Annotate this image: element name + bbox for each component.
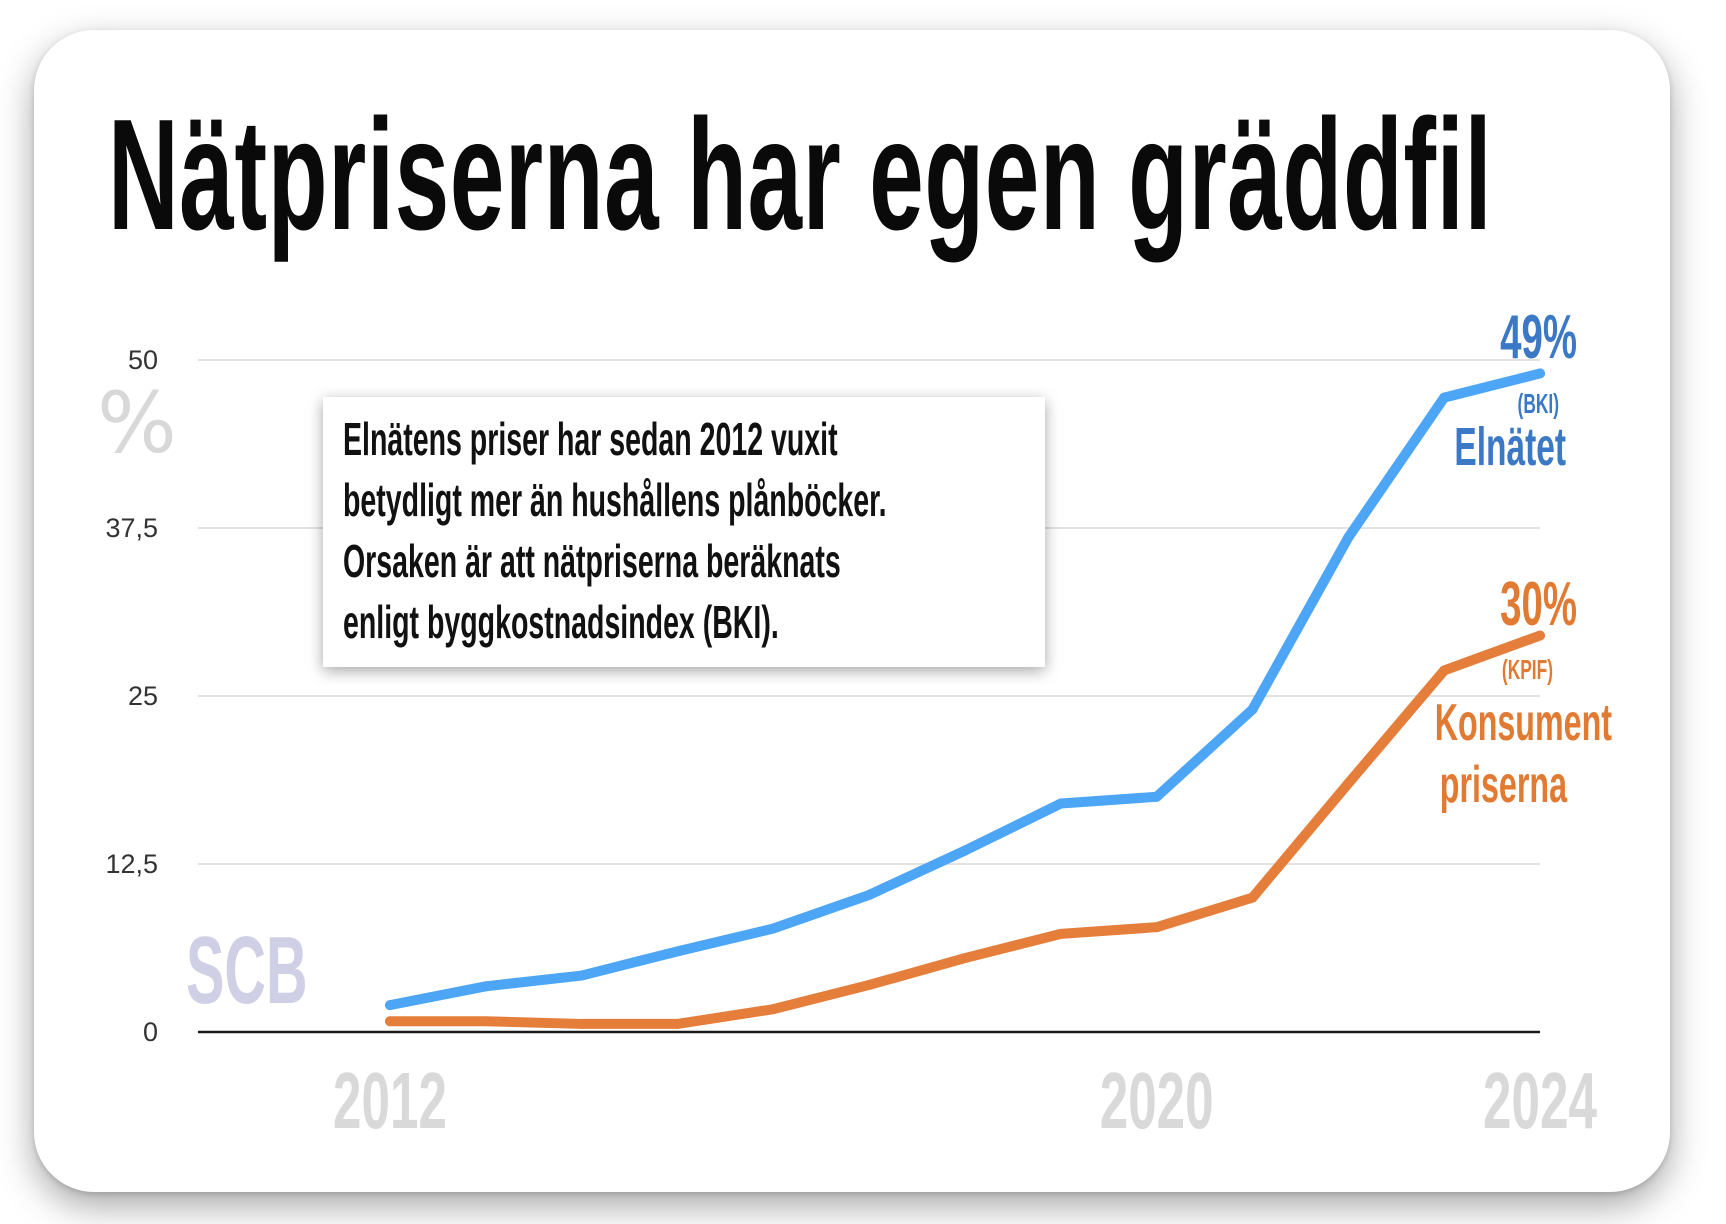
scb-logo: SCB bbox=[186, 916, 308, 1024]
series-end-label: 49% bbox=[1500, 302, 1577, 372]
data-point bbox=[1535, 368, 1545, 379]
series-line-1 bbox=[385, 630, 1545, 1029]
data-point bbox=[1055, 798, 1066, 809]
data-point bbox=[768, 1004, 779, 1015]
y-tick-label: 0 bbox=[143, 1017, 158, 1047]
annotation-line: Orsaken är att nätpriserna beräknats bbox=[343, 535, 841, 587]
series-lines bbox=[385, 368, 1545, 1029]
data-point bbox=[1055, 928, 1066, 939]
data-point bbox=[1151, 791, 1162, 802]
data-point bbox=[385, 1016, 395, 1027]
data-point bbox=[1535, 630, 1545, 641]
data-point bbox=[672, 946, 683, 957]
annotation-text: Elnätens priser har sedan 2012 vuxit bet… bbox=[343, 409, 1050, 653]
annotation-line: enligt byggkostnadsindex (BKI). bbox=[343, 596, 779, 648]
series-name-line-group: Konsument bbox=[1435, 694, 1612, 752]
annotation-line: Elnätens priser har sedan 2012 vuxit bbox=[343, 413, 838, 465]
x-tick-label: 2020 bbox=[1100, 1057, 1214, 1146]
series-tag-group: (KPIF) bbox=[1502, 654, 1553, 685]
y-axis-label: % bbox=[97, 374, 177, 472]
data-point bbox=[480, 1016, 491, 1027]
series-end-label-group: 30% bbox=[1500, 569, 1577, 639]
x-tick-label: 2024 bbox=[1483, 1057, 1597, 1146]
series-name-line-group: priserna bbox=[1440, 756, 1568, 814]
data-point bbox=[1247, 704, 1258, 715]
data-point bbox=[480, 981, 491, 992]
y-tick-label: 12,5 bbox=[105, 849, 158, 879]
data-point bbox=[1439, 392, 1450, 403]
data-point bbox=[672, 1018, 683, 1029]
data-point bbox=[768, 923, 779, 934]
data-point bbox=[576, 1018, 587, 1029]
annotation-line: betydligt mer än hushållens plånböcker. bbox=[343, 474, 887, 526]
series-name: Elnätet bbox=[1454, 416, 1566, 477]
data-point bbox=[960, 953, 970, 964]
x-tick-label-group: 2024 bbox=[1483, 1057, 1597, 1146]
data-point bbox=[1343, 532, 1354, 543]
series-name-group: Elnätet bbox=[1454, 416, 1566, 477]
x-tick-label-group: 2012 bbox=[333, 1057, 447, 1146]
series-tag: (KPIF) bbox=[1502, 654, 1553, 685]
series-name-line: priserna bbox=[1440, 756, 1568, 814]
x-tick-label-group: 2020 bbox=[1100, 1057, 1214, 1146]
data-point bbox=[385, 1000, 395, 1011]
series-tag: (BKI) bbox=[1518, 388, 1559, 419]
y-tick-label: 37,5 bbox=[105, 513, 158, 543]
series-end-label: 30% bbox=[1500, 569, 1577, 639]
data-point bbox=[960, 845, 970, 856]
series-tag-group: (BKI) bbox=[1518, 388, 1559, 419]
x-axis-ticks: 2012 2020 2024 bbox=[333, 1057, 1597, 1146]
series-name-line: Konsument bbox=[1435, 694, 1612, 752]
y-axis-ticks: 0 12,5 25 37,5 50 bbox=[105, 345, 158, 1047]
series-end-label-group: 49% bbox=[1500, 302, 1577, 372]
y-tick-label: 50 bbox=[128, 345, 158, 375]
y-tick-label: 25 bbox=[128, 681, 158, 711]
data-point bbox=[1247, 892, 1258, 903]
series-labels: 49% (BKI)Elnätet 30% (KPIF) Konsumentprisern… bbox=[1435, 302, 1612, 815]
annotation-box: Elnätens priser har sedan 2012 vuxit bet… bbox=[323, 397, 1045, 667]
data-point bbox=[864, 979, 875, 990]
data-point bbox=[864, 889, 875, 900]
data-point bbox=[1439, 665, 1450, 676]
x-tick-label: 2012 bbox=[333, 1057, 447, 1146]
data-point bbox=[1151, 922, 1162, 933]
data-point bbox=[1343, 778, 1354, 789]
data-point bbox=[576, 970, 587, 981]
